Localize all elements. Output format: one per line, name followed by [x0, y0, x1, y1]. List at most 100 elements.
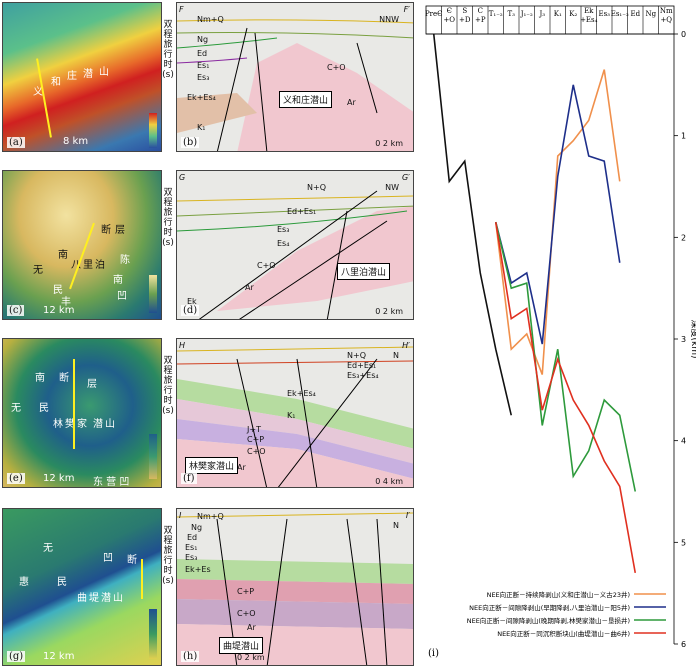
category-label: S	[462, 7, 467, 15]
category-label: +P	[475, 16, 486, 24]
direction-label: N	[393, 351, 399, 360]
layer-label: Ed	[187, 533, 198, 542]
label-wu: 无	[33, 265, 43, 276]
seismic-section	[177, 346, 413, 487]
layer-label: Ar	[247, 623, 256, 632]
layer-label: K₁	[197, 123, 206, 132]
y-axis-label: 双程旅行时(s)	[162, 356, 174, 416]
label-wu: 无	[11, 403, 21, 414]
corner-left: G	[179, 173, 186, 182]
y-tick-label: 0	[681, 30, 686, 39]
category-label: K₁	[554, 10, 562, 18]
section-line	[73, 359, 75, 449]
direction-label: N	[393, 521, 399, 530]
layer-label: Ar	[237, 463, 246, 472]
category-label: Ed	[630, 10, 640, 18]
scale-bar-text: 8 km	[63, 136, 89, 147]
scale-bar-text: 12 km	[43, 473, 75, 484]
section-line	[141, 559, 143, 599]
label-qian: 潜	[83, 69, 93, 80]
label-min: 民	[39, 403, 49, 414]
label-di: 堤	[89, 593, 99, 604]
label-ceng: 层	[115, 225, 125, 236]
panel-label: (c)	[7, 305, 25, 316]
layer-label: Ng	[191, 523, 203, 532]
label-lin: 林	[53, 419, 63, 430]
buried-hill-label: 林樊家潜山	[185, 457, 239, 474]
label-yi: 义	[33, 87, 43, 98]
label-ao: 凹	[117, 291, 127, 302]
label-duan: 断	[59, 373, 69, 384]
layer-label: Es₃	[277, 225, 290, 234]
direction-label: NW	[385, 183, 399, 192]
corner-left: I	[179, 511, 182, 520]
label-shan: 山	[105, 419, 115, 430]
category-label: Nm	[660, 7, 673, 15]
label-shan: 山	[99, 67, 109, 78]
y-axis-label: 深度(km)	[689, 319, 696, 358]
corner-right: G′	[401, 173, 410, 182]
label-feng: 丰	[61, 297, 71, 308]
label-nan2: 南	[113, 275, 123, 286]
color-scale	[149, 113, 157, 148]
category-label: Es₁₋₂	[611, 10, 629, 18]
series-line	[494, 221, 637, 492]
layer-label: C+O	[247, 447, 266, 456]
category-label: Ek	[584, 7, 594, 15]
label-po: 泊	[95, 260, 105, 271]
color-scale	[149, 275, 157, 313]
layer-label: Es₃	[197, 73, 210, 82]
seismic-section	[177, 190, 413, 319]
panel-label: (f)	[181, 473, 197, 484]
y-tick-label: 1	[681, 132, 686, 141]
color-scale	[149, 434, 157, 479]
category-label: +Es₄	[580, 16, 598, 24]
y-tick-label: 4	[681, 437, 686, 446]
layer-label: J+T	[247, 425, 261, 434]
label-hui: 惠	[19, 577, 29, 588]
layer-label: K₁	[287, 411, 296, 420]
scale-bar: 0 4 km	[375, 477, 403, 486]
buried-hill-label: 曲堤潜山	[219, 637, 264, 654]
scale-bar: 0 2 km	[237, 653, 265, 662]
panel-h-section: I I′ N Nm+Q Ng Ed Es₁ Es₃ Ek+Es C+P C+O …	[176, 508, 414, 666]
layer-label: Ek+Es	[185, 565, 211, 574]
layer-label: N+Q	[307, 183, 326, 192]
y-axis-label: 双程旅行时(s)	[162, 20, 174, 80]
series-line	[432, 33, 513, 416]
panel-label: (a)	[7, 137, 25, 148]
category-label: T₃	[508, 10, 516, 18]
scale-bar-text: 12 km	[43, 651, 75, 662]
layer-label: Ek+Es₄	[187, 93, 216, 102]
layer-label: Ed	[197, 49, 208, 58]
panel-b-section: F F′ NNW Nm+Q Ng Ed Es₁ Es₃ Ek+Es₄ K₁ C+…	[176, 2, 414, 152]
panel-a-map: 义 和 庄 潜 山 8 km (a)	[2, 2, 162, 152]
panel-c-map: 无 南 八 里 泊 断 层 陈 南 凹 民 丰 12 km (c)	[2, 170, 162, 320]
label-nan: 南	[35, 373, 45, 384]
panel-label: (d)	[181, 305, 200, 316]
legend-label: NEE向正断－持续降剥山(义和庄潜山－义古23井)	[487, 590, 630, 599]
layer-label: Ar	[347, 98, 356, 107]
layer-label: C+O	[257, 261, 276, 270]
layer-label: N+Q	[347, 351, 366, 360]
label-ceng: 层	[87, 379, 97, 390]
label-ba: 八	[71, 260, 81, 271]
layer-label: Ng	[197, 35, 209, 44]
layer-label: Ek+Es₄	[287, 389, 316, 398]
legend-label: NEE向正断－间隙降剥山(晚期降剥,林樊家潜山－垦损井)	[467, 616, 630, 625]
layer-label: Es₃+Es₄	[347, 371, 379, 380]
panel-label: (b)	[181, 137, 200, 148]
label-fan: 樊	[65, 419, 75, 430]
panel-label: (h)	[181, 651, 200, 662]
label-duan: 断	[101, 225, 111, 236]
layer-label: C+O	[327, 63, 346, 72]
category-label: Ng	[645, 10, 656, 18]
layer-label: Es₁	[185, 543, 198, 552]
category-label: J₃	[538, 10, 545, 18]
layer-label: Ed+Es₁	[287, 207, 317, 216]
burial-history-chart: PreЄ Є +O S +D C +P T₁₋₂ T₃ J₁₋₂ J₃ K₁ K₂ Ek +Es₄ Es₃ Es…	[420, 4, 700, 666]
corner-left: F	[179, 5, 184, 14]
label-min: 民	[53, 285, 63, 296]
label-ao: 凹	[103, 553, 113, 564]
category-label: Є	[447, 7, 452, 15]
